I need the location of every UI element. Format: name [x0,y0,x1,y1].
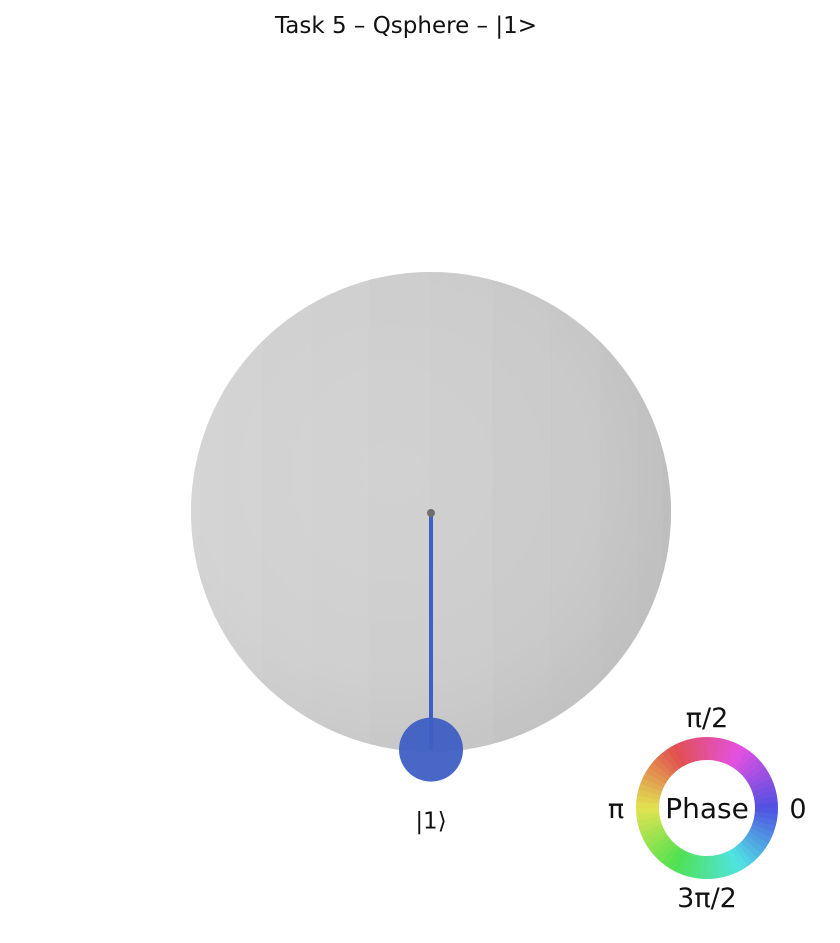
sphere-facet [639,272,663,752]
phase-legend-label: Phase [665,792,749,825]
state-label: |1⟩ [415,809,446,835]
sphere-facet [191,272,200,752]
sphere-facet [369,272,432,752]
sphere-center-dot [427,509,435,517]
sphere-facet [601,272,640,752]
phase-legend: Phase π/2 0 π 3π/2 [608,703,807,914]
phase-tick-three-pi-half: 3π/2 [677,883,737,914]
state-amplitude-marker [399,718,463,782]
sphere-facet [223,272,262,752]
phase-tick-zero: 0 [789,794,806,825]
sphere-facet [551,272,601,752]
sphere-facet [199,272,223,752]
sphere-facet [431,272,494,752]
sphere-facet [663,272,672,752]
phase-tick-pi: π [608,794,624,825]
sphere-facet [493,272,551,752]
sphere-facet [311,272,369,752]
sphere-facet [261,272,311,752]
chart-title: Task 5 – Qsphere – |1> [274,13,537,39]
phase-tick-pi-half: π/2 [686,703,729,734]
